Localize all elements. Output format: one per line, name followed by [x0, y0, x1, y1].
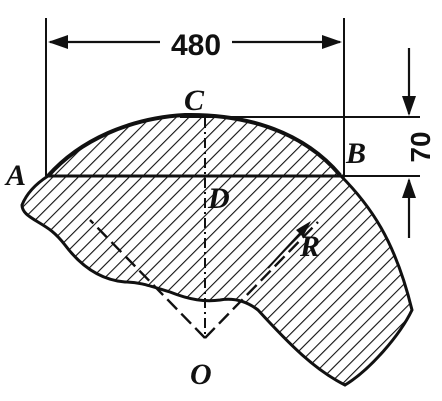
- point-label-d: D: [207, 182, 230, 215]
- radius-line-left: [89, 219, 206, 339]
- point-label-a: A: [4, 159, 26, 192]
- arc-top-outline: [46, 112, 342, 178]
- dim-480-label: 480: [171, 29, 221, 62]
- dim-480-arrow-right: [322, 35, 342, 49]
- radius-line-right: [204, 221, 319, 339]
- dim-480-arrow-left: [48, 35, 68, 49]
- dim-70-arrow-top: [402, 96, 416, 116]
- point-label-c: C: [184, 84, 205, 117]
- radius-arrow-line: [267, 227, 306, 269]
- point-label-b: B: [345, 137, 366, 170]
- dim-70-label: 70: [405, 131, 436, 162]
- point-label-o: O: [190, 358, 212, 391]
- dim-70-arrow-bottom: [402, 178, 416, 198]
- radius-label-r: R: [299, 230, 320, 263]
- radius-arrowhead: [296, 221, 311, 237]
